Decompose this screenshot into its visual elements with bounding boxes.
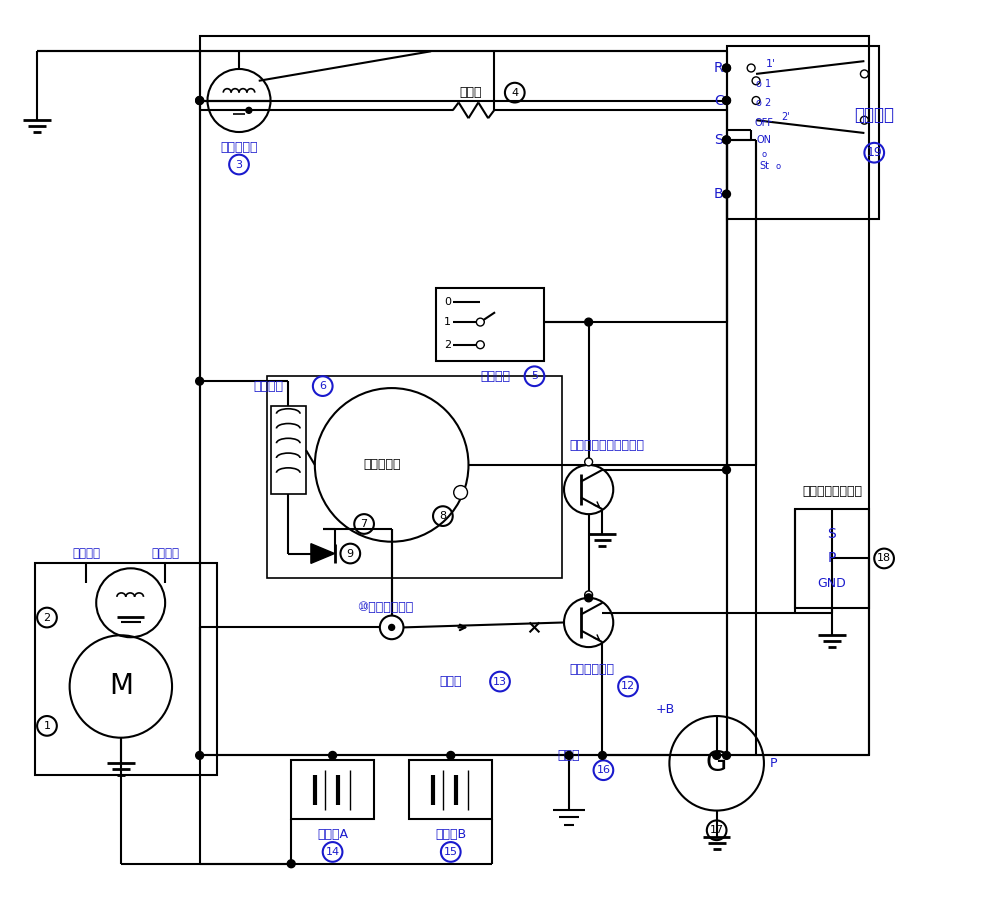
Text: St: St [759,161,769,171]
Text: P: P [828,551,836,565]
Circle shape [196,96,204,104]
Text: 保险丝: 保险丝 [459,86,482,99]
Circle shape [476,341,484,349]
Text: 蓄电池A: 蓄电池A [317,828,348,841]
Circle shape [723,136,730,144]
Circle shape [447,751,455,759]
Text: 发动机飞轮: 发动机飞轮 [363,458,401,472]
Circle shape [723,64,730,72]
Text: M: M [109,672,133,701]
Text: 2': 2' [781,113,790,122]
Circle shape [723,64,730,72]
Text: 6: 6 [319,381,326,391]
Text: o: o [761,150,766,159]
Circle shape [196,377,204,385]
Bar [727,47,879,219]
Text: 钥匙开关: 钥匙开关 [854,106,894,125]
Text: 3: 3 [236,159,243,169]
Text: 吸拉线圈: 吸拉线圈 [151,547,179,560]
Circle shape [287,860,295,867]
Text: 2: 2 [43,613,51,623]
Text: GND: GND [818,576,846,590]
Text: S: S [714,133,723,147]
Text: 总开关: 总开关 [558,749,580,762]
Circle shape [389,625,395,630]
Text: 1': 1' [766,59,776,69]
Text: 保持线圈: 保持线圈 [72,547,100,560]
Text: ⑪安全手柄启动继电器: ⑪安全手柄启动继电器 [569,439,644,452]
Text: 8: 8 [439,511,446,521]
Text: +B: +B [656,703,675,715]
Text: 1: 1 [444,317,451,327]
Circle shape [585,594,593,602]
Text: 断路器: 断路器 [440,675,462,688]
Bar [35,563,217,775]
Circle shape [329,751,337,759]
Circle shape [454,485,468,499]
Text: 17: 17 [710,825,724,835]
Text: 蓄电池B: 蓄电池B [435,828,466,841]
Text: G: G [706,749,727,778]
Text: S: S [828,527,836,540]
Text: 铁芯线圈: 铁芯线圈 [253,379,283,393]
Text: 4: 4 [511,88,518,98]
Polygon shape [311,544,335,563]
Text: 2: 2 [444,340,451,350]
Circle shape [585,591,593,599]
Circle shape [713,751,721,759]
Text: 5: 5 [531,371,538,381]
Circle shape [585,318,593,326]
Text: 13: 13 [493,677,507,687]
Text: 15: 15 [444,847,458,857]
Bar [291,760,374,820]
Circle shape [723,136,730,144]
Text: 12: 12 [621,682,635,692]
Bar [267,376,562,578]
Text: ON: ON [756,135,771,145]
Text: 电源继电器: 电源继电器 [220,141,258,154]
Circle shape [752,77,760,85]
Circle shape [860,116,868,125]
Circle shape [747,64,755,72]
Circle shape [723,96,730,104]
Bar [795,509,869,607]
Text: 7: 7 [361,519,368,529]
Text: o 1: o 1 [756,79,771,89]
Text: 0: 0 [444,298,451,308]
Circle shape [723,96,730,104]
Text: o: o [775,162,780,171]
Circle shape [723,466,730,474]
Circle shape [196,751,204,759]
Circle shape [476,318,484,326]
Bar [200,37,869,756]
Text: 14: 14 [326,847,340,857]
Text: ⑩起动机继电器: ⑩起动机继电器 [357,601,413,615]
Circle shape [565,751,573,759]
Circle shape [860,70,868,78]
Circle shape [723,191,730,198]
Circle shape [723,751,730,759]
Text: OFF: OFF [754,118,773,128]
Circle shape [246,107,252,114]
Text: 19: 19 [866,147,882,159]
Text: R: R [714,61,723,75]
Text: 16: 16 [596,765,610,775]
Circle shape [598,751,606,759]
Text: 18: 18 [877,553,891,563]
Text: 起动机继电器: 起动机继电器 [569,663,614,676]
Circle shape [752,96,760,104]
Text: o 2: o 2 [756,98,772,108]
Bar [409,760,492,820]
Text: 1: 1 [43,721,50,731]
Text: B: B [714,187,723,202]
Text: C: C [714,93,724,107]
Bar [436,288,544,362]
Text: P: P [770,757,778,769]
Text: 9: 9 [347,549,354,559]
Circle shape [585,458,593,466]
Text: 起动机保护继电器: 起动机保护继电器 [802,485,862,498]
Text: 安全手柄: 安全手柄 [480,370,510,383]
Bar [271,406,306,495]
Circle shape [196,96,204,104]
